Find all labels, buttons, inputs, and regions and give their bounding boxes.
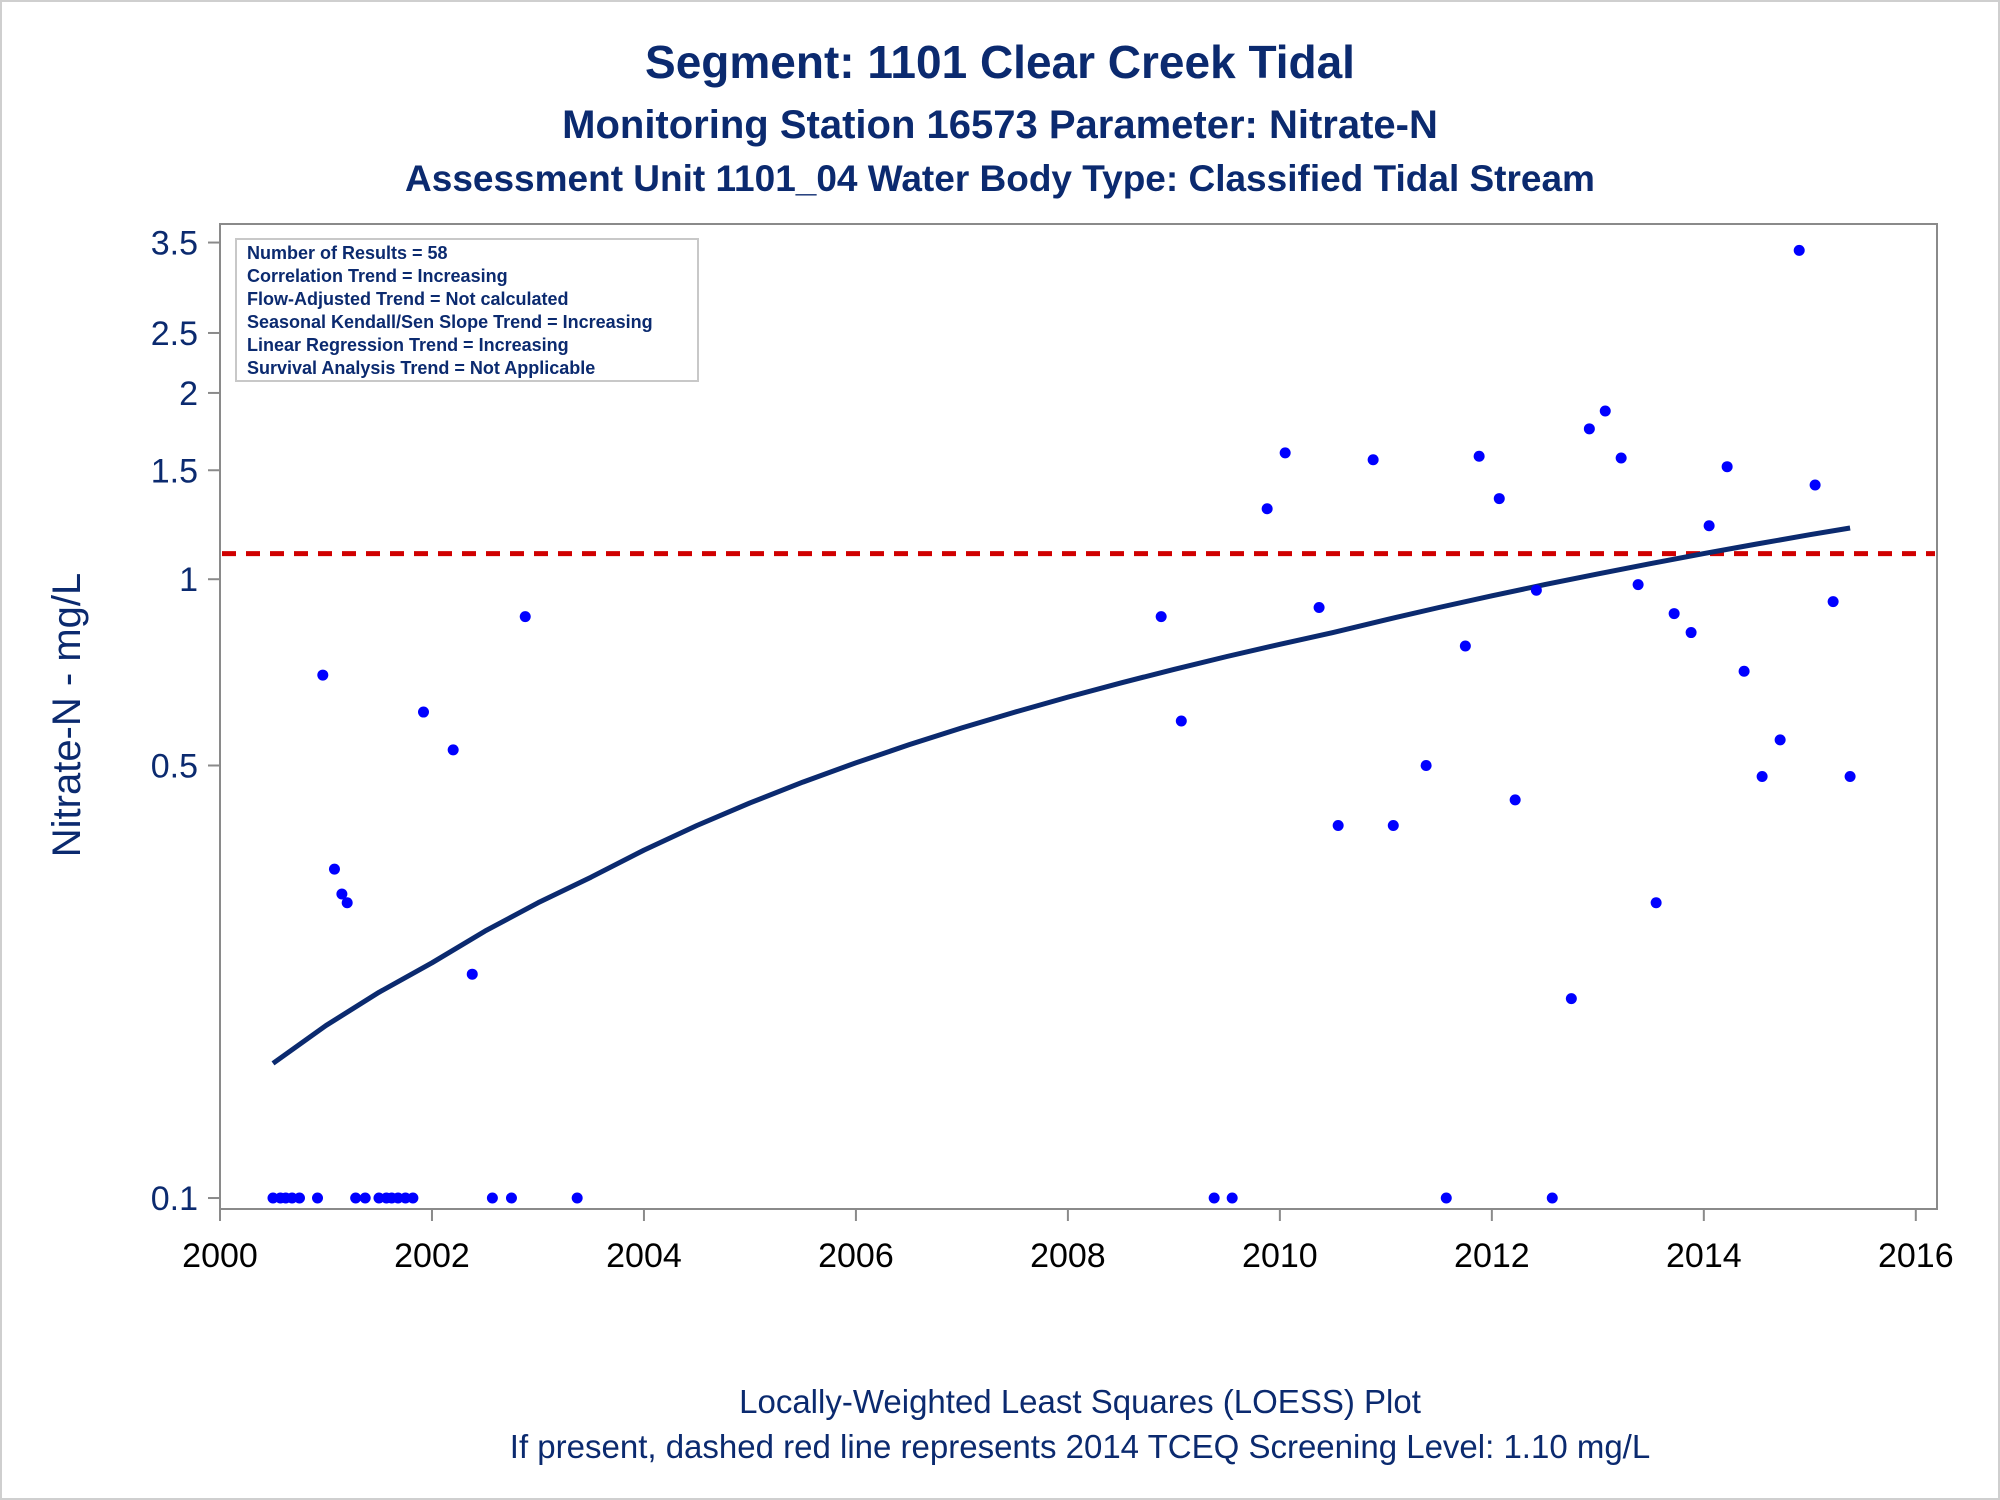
data-point <box>1279 447 1291 459</box>
data-point <box>1509 794 1521 806</box>
chart-subtitle-station: Monitoring Station 16573 Parameter: Nitr… <box>562 103 1438 147</box>
y-axis-label: Nitrate-N - mg/L <box>45 573 89 858</box>
data-point <box>417 706 429 718</box>
data-point <box>1809 479 1821 491</box>
x-tick-label: 2008 <box>1030 1237 1106 1275</box>
data-point <box>293 1192 305 1204</box>
stats-line-correlation: Correlation Trend = Increasing <box>247 266 508 286</box>
x-tick-label: 2010 <box>1242 1237 1318 1275</box>
data-point <box>519 611 531 623</box>
x-tick-label: 2004 <box>606 1237 682 1275</box>
x-tick-label: 2014 <box>1666 1237 1742 1275</box>
axes: 2000 2002 2004 2006 2008 2010 2012 2014 2016 0.1 0… <box>151 225 1954 1275</box>
data-point <box>1565 993 1577 1005</box>
x-tick-label: 2012 <box>1454 1237 1530 1275</box>
data-point <box>1313 602 1325 614</box>
data-point <box>1261 503 1273 515</box>
x-tick-label: 2016 <box>1878 1237 1954 1275</box>
data-point <box>1367 454 1379 466</box>
stats-box-border <box>235 238 699 382</box>
data-point <box>1703 520 1715 532</box>
x-tick-label: 2002 <box>394 1237 470 1275</box>
data-point <box>1155 611 1167 623</box>
data-point <box>1599 405 1611 417</box>
y-tick-label: 1 <box>179 561 198 599</box>
data-point <box>336 888 348 900</box>
data-point <box>1721 461 1733 473</box>
stats-line-seasonal-kendall: Seasonal Kendall/Sen Slope Trend = Incre… <box>247 312 653 332</box>
data-point <box>407 1192 419 1204</box>
data-point <box>328 863 340 875</box>
plot-area <box>219 223 1938 1210</box>
data-point <box>1774 734 1786 746</box>
loess-curve <box>271 525 1851 1066</box>
footnote-screening-level: If present, dashed red line represents 2… <box>510 1428 1650 1465</box>
chart-title: Segment: 1101 Clear Creek Tidal <box>645 36 1355 88</box>
y-tick-label: 2 <box>179 375 198 413</box>
data-point <box>447 744 459 756</box>
stats-line-linear-regression: Linear Regression Trend = Increasing <box>247 335 569 355</box>
y-tick-label: 3.5 <box>151 225 198 263</box>
stats-box: Number of Results = 58 Correlation Trend… <box>235 238 699 382</box>
data-point <box>1827 596 1839 608</box>
loess-layer <box>271 525 1851 1066</box>
data-point <box>1756 770 1768 782</box>
data-point <box>571 1192 583 1204</box>
x-tick-label: 2006 <box>818 1237 894 1275</box>
data-point <box>1793 244 1805 256</box>
y-tick-label: 2.5 <box>151 315 198 353</box>
footnote-loess: Locally-Weighted Least Squares (LOESS) P… <box>739 1383 1421 1420</box>
data-point <box>1420 759 1432 771</box>
stats-line-results: Number of Results = 58 <box>247 243 448 263</box>
data-points-layer <box>267 244 1856 1204</box>
y-tick-label: 0.5 <box>151 747 198 785</box>
data-point <box>1459 640 1471 652</box>
data-point <box>359 1192 371 1204</box>
chart-subtitle-assessment: Assessment Unit 1101_04 Water Body Type:… <box>405 158 1595 199</box>
data-point <box>1226 1192 1238 1204</box>
data-point <box>1332 819 1344 831</box>
x-tick-label: 2000 <box>182 1237 258 1275</box>
data-point <box>505 1192 517 1204</box>
data-point <box>466 968 478 980</box>
data-point <box>1530 584 1542 596</box>
y-tick-label: 1.5 <box>151 452 198 490</box>
data-point <box>1208 1192 1220 1204</box>
stats-line-survival: Survival Analysis Trend = Not Applicable <box>247 358 595 378</box>
data-point <box>1175 715 1187 727</box>
data-point <box>1632 579 1644 591</box>
data-point <box>1650 897 1662 909</box>
y-tick-label: 0.1 <box>151 1180 198 1218</box>
stats-line-flow-adjusted: Flow-Adjusted Trend = Not calculated <box>247 289 569 309</box>
data-point <box>341 897 353 909</box>
data-point <box>1440 1192 1452 1204</box>
data-point <box>1387 819 1399 831</box>
data-point <box>1583 423 1595 435</box>
data-point <box>1546 1192 1558 1204</box>
data-point <box>1473 450 1485 462</box>
data-point <box>350 1192 362 1204</box>
data-point <box>317 669 329 681</box>
data-point <box>486 1192 498 1204</box>
data-point <box>1615 452 1627 464</box>
data-point <box>1685 627 1697 639</box>
data-point <box>312 1192 324 1204</box>
data-point <box>1844 770 1856 782</box>
data-point <box>1493 493 1505 505</box>
data-point <box>1668 608 1680 620</box>
data-point <box>1738 665 1750 677</box>
